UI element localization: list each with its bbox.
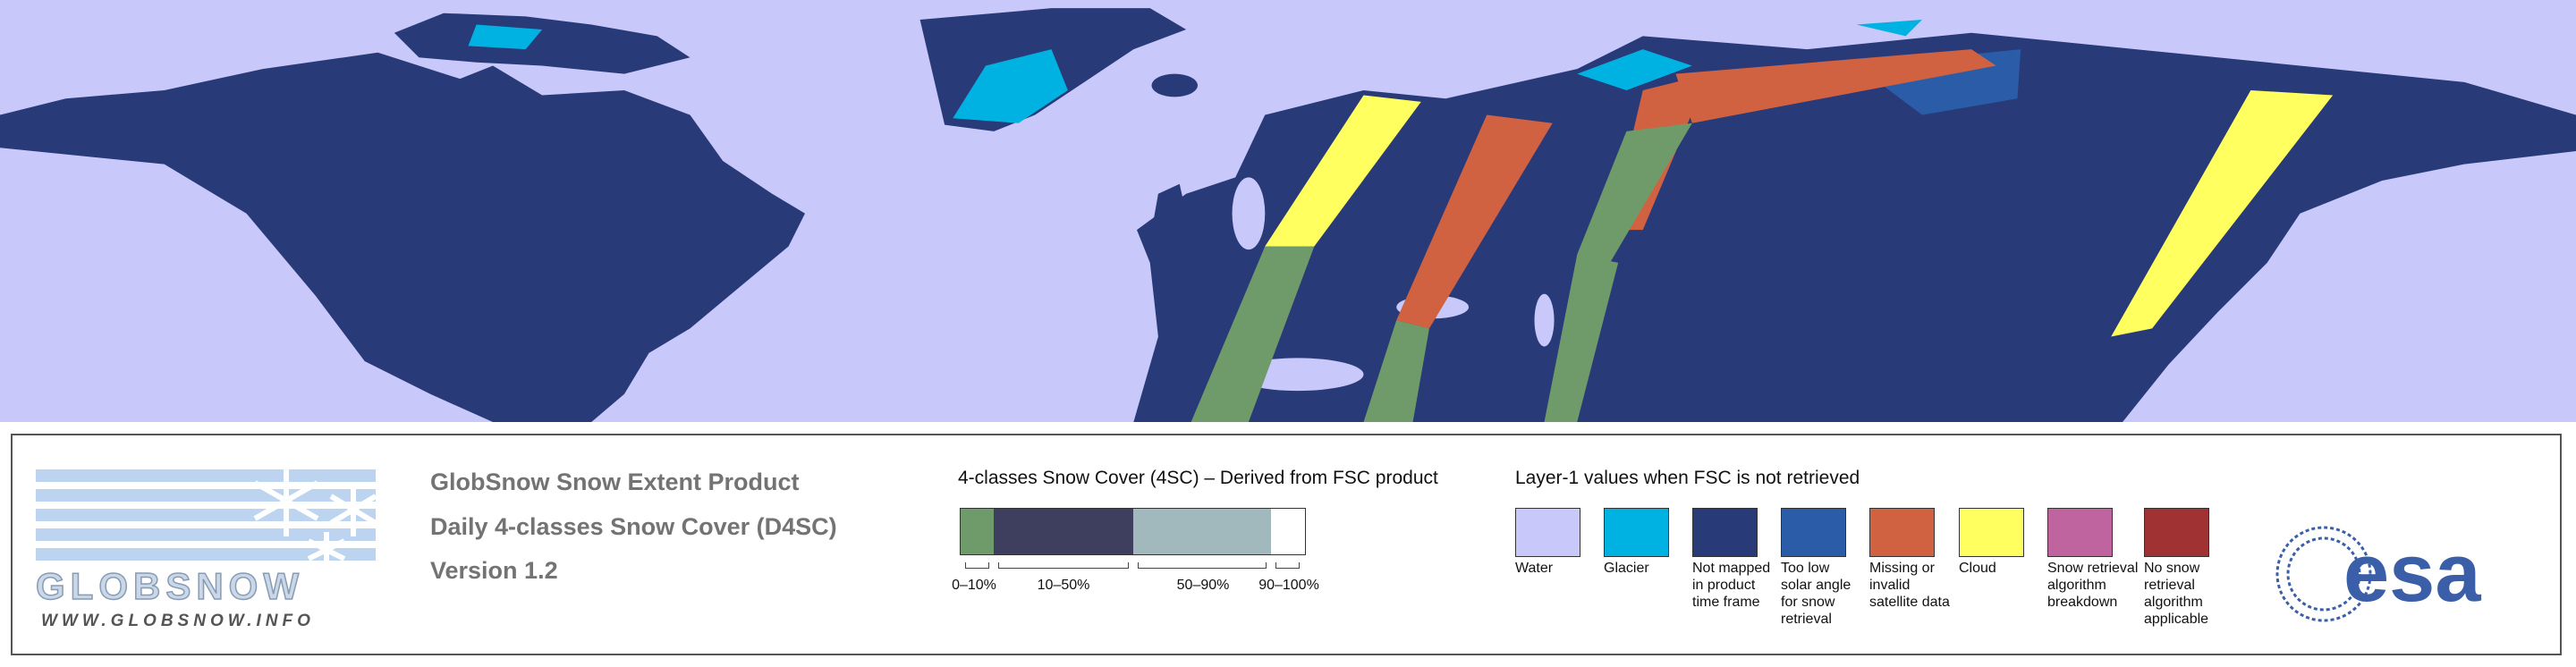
layer1-swatch — [1781, 508, 1846, 557]
class-label: 90–100% — [1258, 578, 1319, 593]
layer1-label: Not mapped in product time frame — [1692, 561, 1771, 610]
snow-cover-class — [1271, 509, 1304, 554]
layer1-label: Too low solar angle for snow retrieval — [1781, 561, 1852, 627]
layer1-swatch — [2047, 508, 2113, 557]
product-subtitle: Daily 4-classes Snow Cover (D4SC) — [430, 513, 837, 540]
globsnow-logo: GLOBSNOW WWW.GLOBSNOW.INFO — [36, 465, 377, 630]
class-label: 10–50% — [1037, 578, 1090, 593]
layer1-swatch — [2144, 508, 2209, 557]
layer1-label: No snow retrieval algorithm applicable — [2144, 561, 2209, 627]
snow-map — [0, 0, 2576, 422]
agency: esa — [2343, 528, 2481, 619]
layer1-swatch — [1692, 508, 1758, 557]
satellite-swaths — [1191, 49, 2334, 422]
layer1-label: Water — [1515, 561, 1554, 576]
snow-cover-class — [961, 509, 994, 554]
class-label: 0–10% — [952, 578, 996, 593]
layer1-swatch — [1515, 508, 1580, 557]
layer1-label: Missing or invalid satellite data — [1869, 561, 1950, 610]
layer1-legend-title: Layer-1 values when FSC is not retrieved — [1515, 468, 1860, 488]
layer1-label: Snow retrieval algorithm breakdown — [2047, 561, 2139, 610]
snow-cover-bar — [960, 508, 1306, 555]
product-version: Version 1.2 — [430, 557, 558, 584]
layer1-label: Glacier — [1604, 561, 1649, 576]
layer1-label: Cloud — [1959, 561, 1996, 576]
legend-panel — [11, 434, 2562, 655]
class-bracket — [965, 562, 989, 569]
class-bracket — [998, 562, 1129, 569]
layer1-swatch — [1604, 508, 1669, 557]
layer1-swatch — [1869, 508, 1935, 557]
logo-name: GLOBSNOW — [36, 565, 304, 607]
snow-cover-class — [1133, 509, 1271, 554]
class-bracket — [1138, 562, 1267, 569]
class-label: 50–90% — [1176, 578, 1230, 593]
product-title: GlobSnow Snow Extent Product — [430, 469, 800, 495]
layer1-swatch — [1959, 508, 2024, 557]
snow-cover-legend-title: 4-classes Snow Cover (4SC) – Derived fro… — [958, 468, 1438, 488]
esa-logo: esa — [2275, 526, 2481, 622]
class-bracket — [1275, 562, 1300, 569]
snow-cover-class — [994, 509, 1133, 554]
logo-url: WWW.GLOBSNOW.INFO — [41, 612, 315, 630]
glacier-areas — [468, 20, 1922, 123]
